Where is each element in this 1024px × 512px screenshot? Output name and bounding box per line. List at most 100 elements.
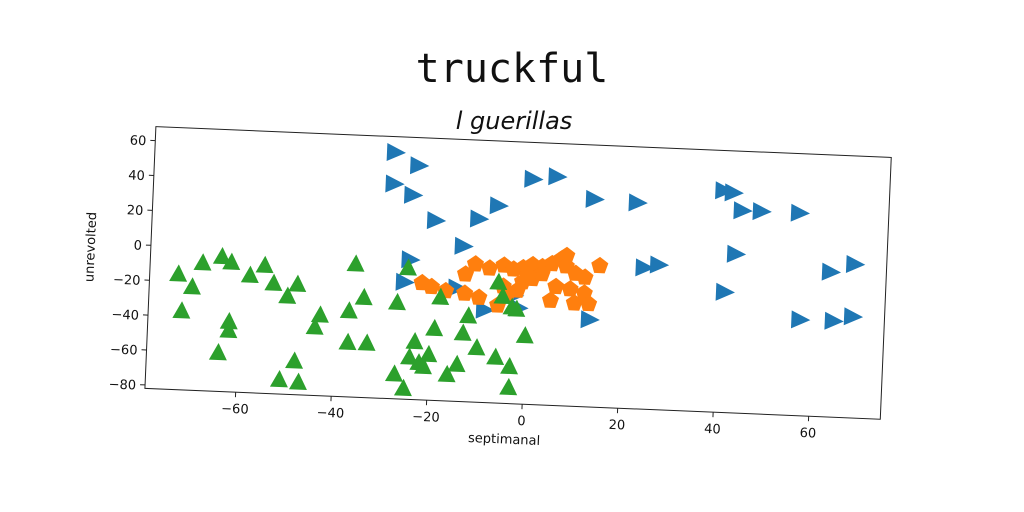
series-2-point-26 [565,294,583,311]
series-3-point-14 [208,343,227,361]
series-1-point-13 [715,181,735,200]
series-3-point-47 [431,287,450,306]
series-1-point-8 [489,196,509,215]
series-1-point-7 [454,236,474,255]
series-1-point-16 [752,202,772,221]
x-tick-label-5: 20 [608,418,625,434]
series-1-point-5 [426,211,447,230]
series-2-point-23 [561,280,579,297]
series-1-point-6 [469,209,490,228]
series-1-point-1 [386,143,406,162]
series-1-point-21 [821,262,842,281]
series-1-point-3 [385,174,405,193]
series-3-point-34 [459,306,478,324]
x-tick-label-2: −40 [316,406,344,422]
series-2-point-16 [576,268,594,285]
series-3-point-12 [219,311,238,330]
series-1-point-23 [715,282,735,301]
series-1-point-19 [635,258,655,277]
series-3-point-29 [419,344,438,363]
series-1-point-11 [585,189,605,208]
series-3-point-43 [515,326,534,344]
chart-subtitle: l guerillas [456,107,573,135]
series-2-point-31 [456,284,474,301]
series-3-point-44 [393,378,412,397]
x-axis-label: septimanal [468,431,541,449]
data-points [169,143,866,397]
series-2-point-33 [557,257,575,274]
y-tick-label-1: 60 [129,134,146,150]
x-tick-label-6: 40 [704,422,721,438]
series-3-point-10 [288,274,307,293]
series-3-point-41 [500,356,519,375]
series-3-point-35 [453,323,472,341]
series-3-point-2 [182,277,201,295]
series-3-point-6 [240,265,259,284]
series-1-point-9 [524,169,544,188]
series-2-point-30 [470,288,488,306]
series-3-point-42 [499,377,518,396]
series-3-point-36 [493,286,512,305]
y-axis-ticks: 60 40 20 0 −20 −40 −60 −80 [108,134,156,394]
y-tick-label-5: −20 [113,273,141,289]
y-tick-label-7: −60 [110,342,138,358]
series-3-point-24 [346,254,365,272]
series-1-point-27 [580,310,600,329]
series-1-point-4 [403,185,424,204]
series-2-point-17 [591,256,609,274]
series-2-point-5 [466,255,485,272]
series-3-point-28 [413,356,432,375]
x-axis-ticks: −60 −40 −20 0 20 40 60 [221,392,816,442]
series-3-point-13 [219,320,238,339]
series-1-point-29 [395,272,415,291]
series-3-point-19 [310,305,329,323]
series-1-point-2 [409,156,430,175]
series-3-point-3 [193,253,212,271]
series-3-point-15 [285,351,304,369]
chart-title: truckful [416,46,609,92]
series-1-point-18 [726,244,747,263]
series-3-point-23 [354,287,373,306]
series-2-point-21 [533,264,551,282]
series-3-point-37 [489,272,508,290]
plot-area: −60 −40 −20 0 20 40 60 60 40 20 0 −20 −40 −60 −80 sep… [82,126,892,449]
series-1-point-31 [475,300,496,319]
series-3-point-4 [212,247,231,265]
x-tick-label-7: 60 [799,426,816,442]
series-2-point-25 [580,294,598,312]
series-3-point-46 [400,347,419,365]
series-3-point-40 [486,347,505,365]
y-tick-label-4: 0 [133,239,142,254]
series-1-point-15 [733,201,753,220]
series-3-point-11 [172,301,191,319]
series-3-point-39 [502,297,521,315]
series-3-point-45 [384,364,403,382]
series-3-point-30 [425,318,444,337]
series-3-point-20 [339,301,358,319]
series-1-point-22 [845,254,866,273]
y-tick-label-8: −80 [108,377,136,393]
series-3-point-1 [169,264,188,282]
y-tick-label-6: −40 [111,308,139,324]
series-1-point-25 [824,311,844,330]
series-2-point-14 [558,246,576,264]
series-1-point-26 [843,307,864,326]
y-axis-label: unrevolted [82,212,100,283]
series-2-point-6 [481,259,499,276]
series-3-point-31 [437,364,456,383]
series-1-point-20 [649,255,670,274]
series-3-point-48 [398,258,417,276]
series-1-point-14 [724,183,744,202]
series-2-point-2 [422,277,441,295]
x-tick-label-4: 0 [517,414,526,429]
series-3-point-16 [269,370,288,388]
series-3-point-32 [447,354,466,373]
series-2-point-34 [519,266,537,283]
series-1-point-24 [790,310,811,329]
series-3-point-5 [222,252,241,271]
series-3-point-18 [305,317,324,335]
series-3-point-22 [357,333,376,351]
series-2-point-22 [547,277,565,295]
series-1-point-17 [790,203,811,222]
